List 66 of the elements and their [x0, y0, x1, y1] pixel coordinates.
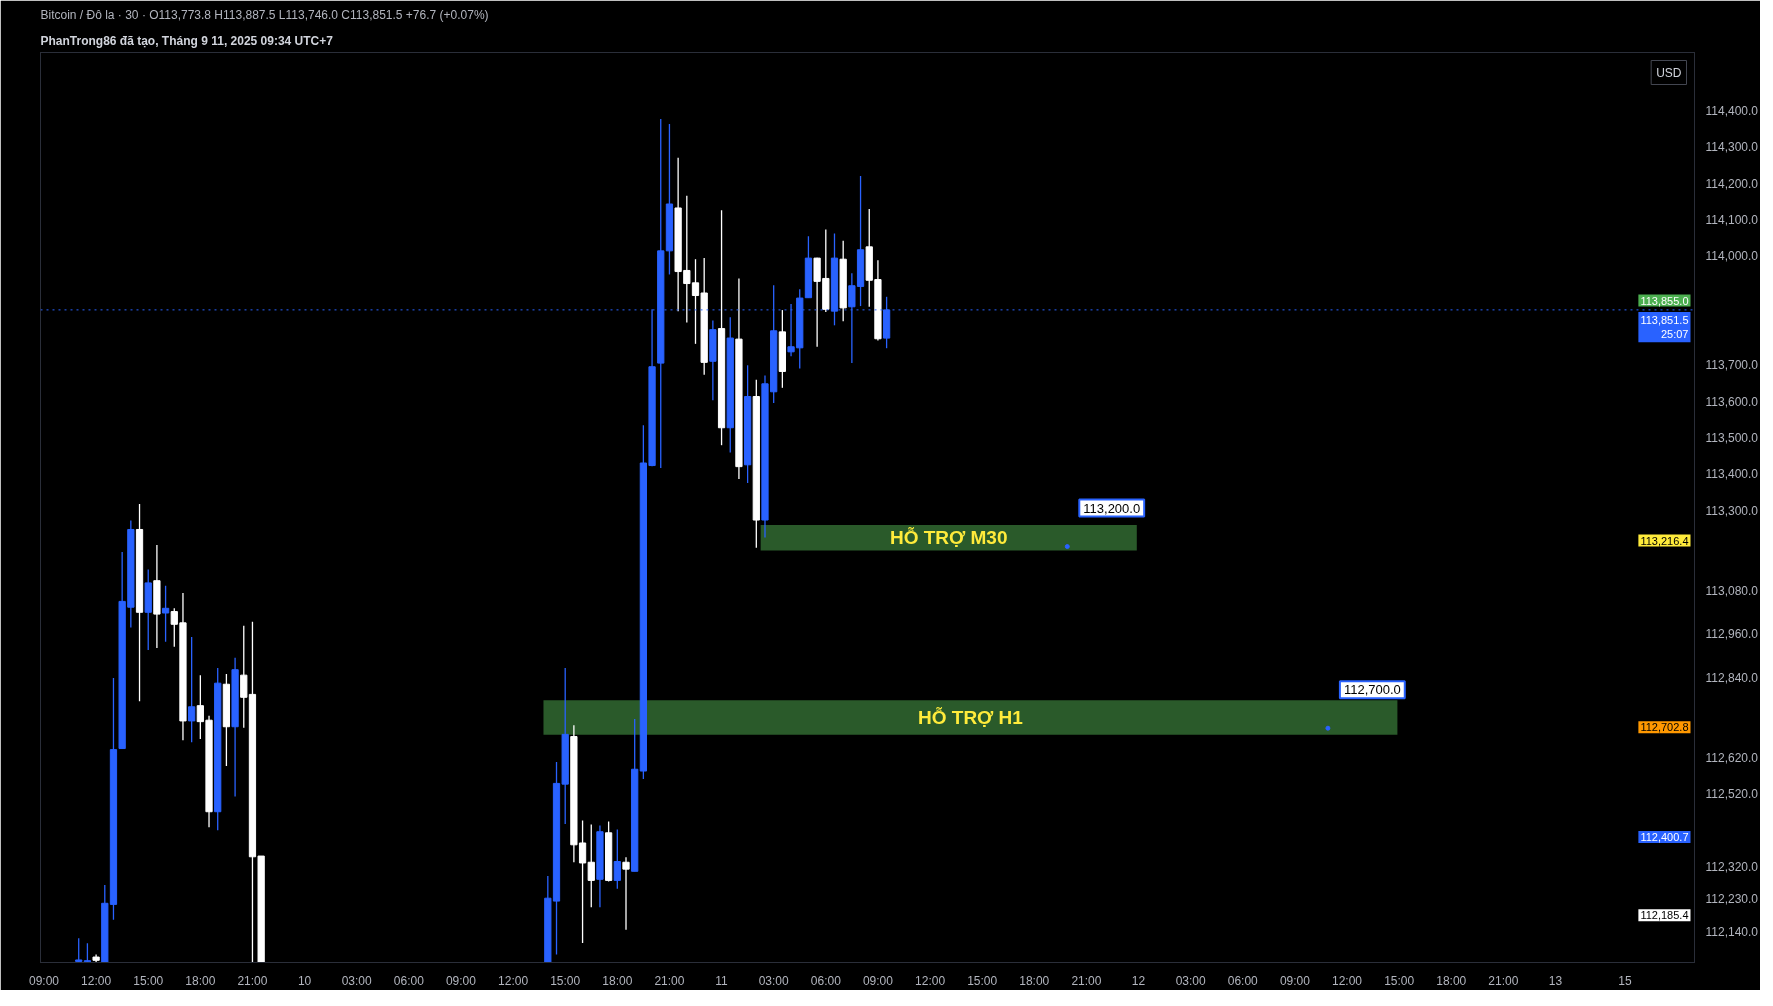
x-tick-label: 11: [715, 973, 729, 988]
x-tick-label: 12:00: [1332, 973, 1363, 988]
band-label: HỖ TRỢ H1: [918, 706, 1024, 728]
y-tick-label: 114,200.0: [1705, 176, 1759, 191]
x-tick-label: 12:00: [81, 973, 112, 988]
y-tick-label: 113,300.0: [1705, 503, 1759, 518]
x-tick-label: 09:00: [28, 973, 60, 988]
y-tick-label: 113,700.0: [1705, 358, 1759, 373]
x-tick-label: 09:00: [445, 973, 477, 988]
x-tick-label: 09:00: [1279, 973, 1311, 988]
x-tick-label: 13: [1548, 973, 1563, 988]
x-tick-label: 18:00: [602, 973, 633, 988]
x-tick-label: 21:00: [237, 973, 268, 988]
x-tick-label: 10: [297, 973, 312, 988]
y-tick-label: 112,230.0: [1705, 892, 1759, 907]
x-tick-label: 12:00: [915, 973, 946, 988]
x-tick-label: 06:00: [393, 973, 425, 988]
candlestick: [613, 828, 621, 890]
x-tick-label: 12: [1131, 973, 1146, 988]
x-tick-label: 15: [1618, 973, 1632, 988]
y-tick-label: 114,100.0: [1705, 213, 1759, 228]
y-tick-label: 112,140.0: [1705, 925, 1759, 940]
y-tick-label: 114,300.0: [1705, 140, 1759, 155]
y-tick-label: 112,840.0: [1705, 670, 1759, 685]
x-tick-label: 18:00: [185, 973, 216, 988]
y-tick-label: 113,500.0: [1705, 431, 1759, 446]
x-tick-label: 15:00: [1384, 973, 1415, 988]
candlestick: [161, 585, 170, 643]
annotation: 112,400.7: [1640, 830, 1689, 843]
annotation: 112,700.0: [1343, 682, 1401, 698]
annotation: 113,200.0: [1083, 500, 1141, 516]
y-tick-label: 113,400.0: [1705, 467, 1759, 482]
y-tick-label: 112,960.0: [1705, 627, 1759, 642]
chart-title: PhanTrong86 đã tạo, Tháng 9 11, 2025 09:34 UTC+7: [40, 33, 334, 48]
y-tick-label: 112,320.0: [1705, 859, 1759, 874]
x-tick-label: 03:00: [341, 973, 373, 988]
y-tick-label: 114,400.0: [1705, 104, 1759, 119]
x-tick-label: 18:00: [1436, 973, 1467, 988]
x-tick-label: 21:00: [654, 973, 685, 988]
candlestick: [188, 636, 196, 744]
y-tick-label: 113,080.0: [1705, 583, 1759, 598]
annotation: 112,185.4: [1640, 909, 1689, 922]
x-tick-label: 15:00: [967, 973, 998, 988]
x-tick-label: 15:00: [550, 973, 581, 988]
annotation: 112,702.8: [1640, 721, 1689, 734]
chart-subtitle: Bitcoin / Đô la · 30 · O113,773.8 H113,887.5 L113,746.0 C113,851.5 +76.7 (+0.07%): [40, 7, 489, 22]
x-tick-label: 21:00: [1488, 973, 1519, 988]
x-tick-label: 12:00: [498, 973, 529, 988]
y-axis-title: USD: [1656, 65, 1682, 80]
y-tick-label: 114,000.0: [1705, 249, 1759, 264]
x-tick-label: 21:00: [1071, 973, 1102, 988]
annotation: 113,216.4: [1640, 534, 1689, 547]
y-tick-label: 112,520.0: [1705, 787, 1759, 802]
x-tick-label: 18:00: [1019, 973, 1050, 988]
x-tick-label: 03:00: [758, 973, 790, 988]
x-tick-label: 09:00: [862, 973, 894, 988]
y-tick-label: 112,620.0: [1705, 750, 1759, 765]
band-label: HỖ TRỢ M30: [889, 527, 1008, 549]
y-tick-label: 113,600.0: [1705, 394, 1759, 409]
x-tick-label: 06:00: [810, 973, 842, 988]
ref-line-label: 113,851.5 25:07: [1640, 313, 1689, 341]
x-tick-label: 06:00: [1227, 973, 1259, 988]
annotation: 113,855.0: [1640, 294, 1689, 307]
candlestick: [622, 856, 630, 931]
x-tick-label: 15:00: [133, 973, 164, 988]
x-tick-label: 03:00: [1175, 973, 1206, 988]
